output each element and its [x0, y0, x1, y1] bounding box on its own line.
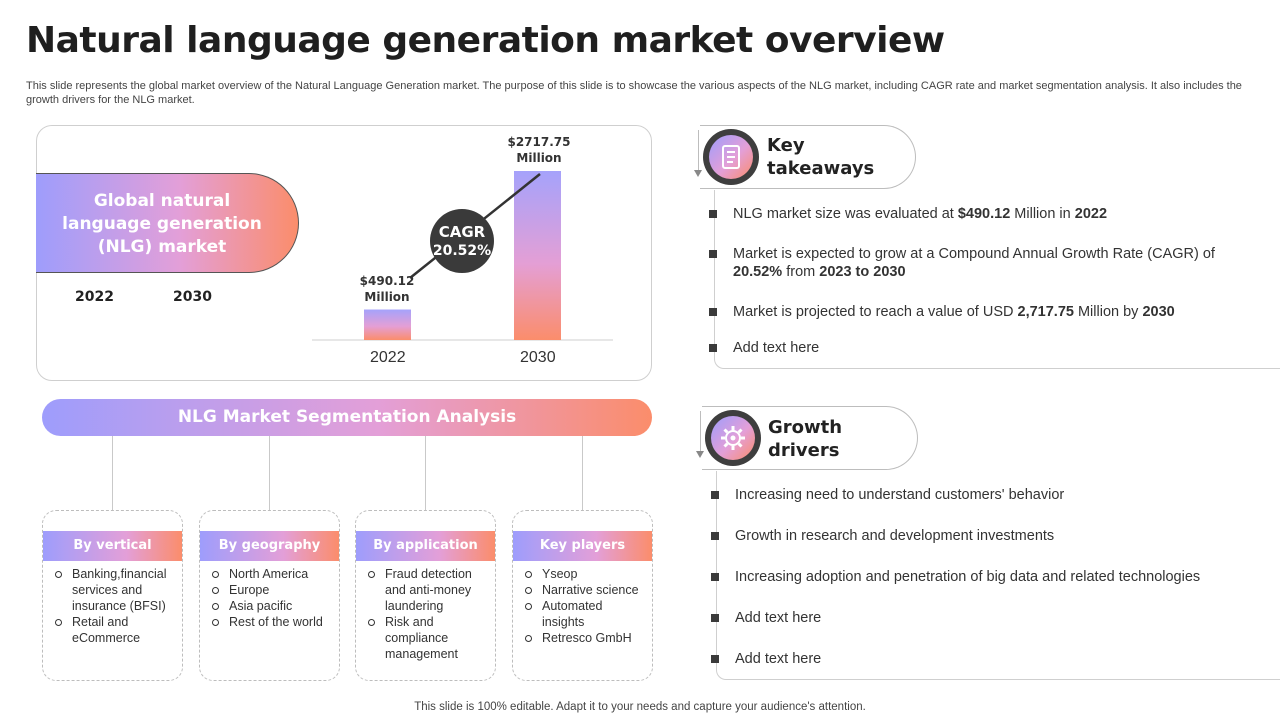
segment-list-item: Automated insights — [523, 598, 648, 630]
x-tick-2030: 2030 — [520, 349, 556, 366]
page-description: This slide represents the global market … — [26, 80, 1242, 106]
connector-line — [425, 436, 426, 510]
key-takeaway-item: Market is expected to grow at a Compound… — [709, 245, 1249, 281]
arrow-down-icon — [696, 451, 704, 458]
key-takeaway-item: Add text here — [709, 339, 819, 357]
page-title: Natural language generation market overv… — [26, 20, 945, 61]
segment-card-heading: By geography — [200, 531, 339, 561]
footer-note: This slide is 100% editable. Adapt it to… — [414, 701, 866, 713]
x-tick-2022: 2022 — [370, 349, 406, 366]
segment-card-list: Yseop Narrative science Automated insights… — [523, 566, 648, 646]
cagr-value: 20.52% — [433, 243, 491, 259]
cagr-label: CAGR — [439, 223, 486, 241]
market-year-end: 2030 — [173, 289, 212, 305]
segment-list-item: Retail and eCommerce — [53, 614, 178, 646]
segment-list-item: Banking,financial services and insurance… — [53, 566, 178, 614]
cagr-circle — [430, 209, 494, 273]
market-pill: Global natural language generation (NLG)… — [36, 173, 299, 273]
segment-list-item: Fraud detection and anti-money launderin… — [366, 566, 491, 614]
market-size-chart: CAGR 20.52% — [300, 128, 620, 383]
growth-driver-item: Add text here — [711, 609, 821, 627]
segment-list-item: Europe — [210, 582, 335, 598]
growth-drivers-title: Growth drivers — [768, 417, 843, 461]
connector-line — [269, 436, 270, 510]
segmentation-banner: NLG Market Segmentation Analysis — [42, 399, 652, 436]
segment-list-item: Yseop — [523, 566, 648, 582]
gear-chart-icon — [721, 426, 745, 450]
segment-card-list: Fraud detection and anti-money launderin… — [366, 566, 491, 662]
key-takeaways-body — [714, 190, 1280, 369]
bar-value-label-2030: $2717.75 Million — [507, 135, 571, 165]
key-takeaways-connector — [698, 130, 699, 170]
segment-card-heading: By vertical — [43, 531, 182, 561]
growth-driver-item: Increasing need to understand customers'… — [711, 486, 1064, 504]
segment-card-list: North America Europe Asia pacific Rest of t… — [210, 566, 335, 630]
key-takeaways-title: Key takeaways — [767, 135, 875, 179]
growth-drivers-icon-badge — [705, 410, 761, 466]
growth-driver-item: Growth in research and development inves… — [711, 527, 1054, 545]
key-takeaway-item: Market is projected to reach a value of … — [709, 303, 1175, 321]
segment-card-heading: Key players — [513, 531, 652, 561]
segment-list-item: Risk and compliance management — [366, 614, 491, 662]
key-takeaway-item: NLG market size was evaluated at $490.12… — [709, 205, 1107, 223]
market-size-chart-svg: CAGR 20.52% — [312, 171, 613, 341]
key-takeaways-header — [700, 125, 916, 189]
segment-list-item: Retresco GmbH — [523, 630, 648, 646]
key-takeaways-icon-badge — [703, 129, 759, 185]
connector-line — [112, 436, 113, 510]
growth-driver-item: Increasing adoption and penetration of b… — [711, 568, 1200, 586]
segment-list-item: Rest of the world — [210, 614, 335, 630]
bar-2022 — [364, 309, 411, 340]
bar-2030 — [514, 171, 561, 340]
growth-drivers-header — [702, 406, 918, 470]
segment-card-heading: By application — [356, 531, 495, 561]
segment-card-key-players: Key players Yseop Narrative science Automa… — [512, 510, 653, 681]
segment-list-item: Narrative science — [523, 582, 648, 598]
growth-driver-item: Add text here — [711, 650, 821, 668]
connector-line — [582, 436, 583, 510]
growth-drivers-connector — [700, 411, 701, 451]
segment-list-item: Asia pacific — [210, 598, 335, 614]
document-list-icon — [722, 145, 740, 169]
segment-card-vertical: By vertical Banking,financial services a… — [42, 510, 183, 681]
market-year-start: 2022 — [75, 289, 114, 305]
bar-value-label-2022: $490.12 Million — [359, 274, 415, 304]
segment-card-list: Banking,financial services and insurance… — [53, 566, 178, 646]
segment-card-geography: By geography North America Europe Asia pac… — [199, 510, 340, 681]
arrow-down-icon — [694, 170, 702, 177]
segment-list-item: North America — [210, 566, 335, 582]
segment-card-application: By application Fraud detection and anti-… — [355, 510, 496, 681]
